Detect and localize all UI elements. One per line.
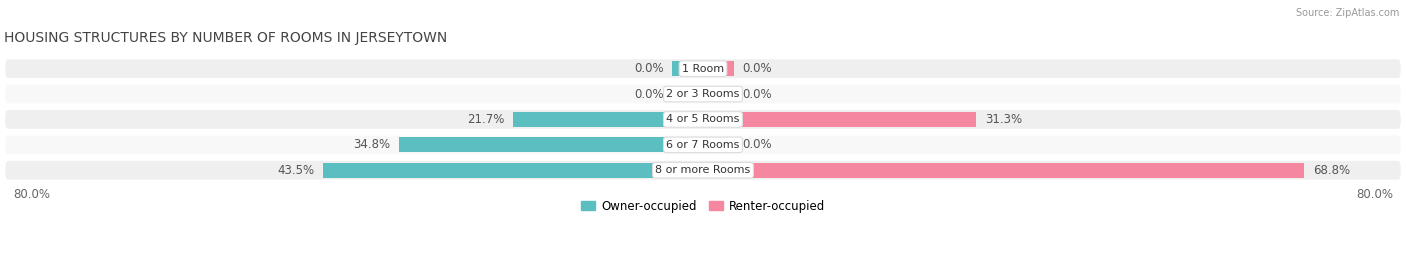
Bar [703,163,1303,178]
Text: 21.7%: 21.7% [467,113,505,126]
Bar [703,112,976,127]
Bar [672,87,703,101]
Bar [513,112,703,127]
Text: 0.0%: 0.0% [634,87,664,101]
Text: 0.0%: 0.0% [742,87,772,101]
Bar [323,163,703,178]
FancyBboxPatch shape [4,160,1402,181]
Text: HOUSING STRUCTURES BY NUMBER OF ROOMS IN JERSEYTOWN: HOUSING STRUCTURES BY NUMBER OF ROOMS IN… [4,31,447,45]
Text: 34.8%: 34.8% [353,138,391,151]
FancyBboxPatch shape [4,134,1402,155]
Bar [703,137,734,152]
Text: Source: ZipAtlas.com: Source: ZipAtlas.com [1295,8,1399,18]
Text: 0.0%: 0.0% [742,138,772,151]
Text: 80.0%: 80.0% [13,187,49,200]
Text: 0.0%: 0.0% [634,62,664,75]
Bar [703,61,734,76]
Text: 80.0%: 80.0% [1357,187,1393,200]
Text: 43.5%: 43.5% [277,164,315,177]
Text: 2 or 3 Rooms: 2 or 3 Rooms [666,89,740,99]
Text: 0.0%: 0.0% [742,62,772,75]
Text: 4 or 5 Rooms: 4 or 5 Rooms [666,114,740,125]
Text: 6 or 7 Rooms: 6 or 7 Rooms [666,140,740,150]
Bar [703,87,734,101]
FancyBboxPatch shape [4,84,1402,104]
Text: 68.8%: 68.8% [1313,164,1350,177]
Text: 8 or more Rooms: 8 or more Rooms [655,165,751,175]
FancyBboxPatch shape [4,58,1402,79]
Text: 1 Room: 1 Room [682,64,724,74]
FancyBboxPatch shape [4,109,1402,130]
Bar [672,61,703,76]
Bar [399,137,703,152]
Text: 31.3%: 31.3% [986,113,1022,126]
Legend: Owner-occupied, Renter-occupied: Owner-occupied, Renter-occupied [576,195,830,218]
